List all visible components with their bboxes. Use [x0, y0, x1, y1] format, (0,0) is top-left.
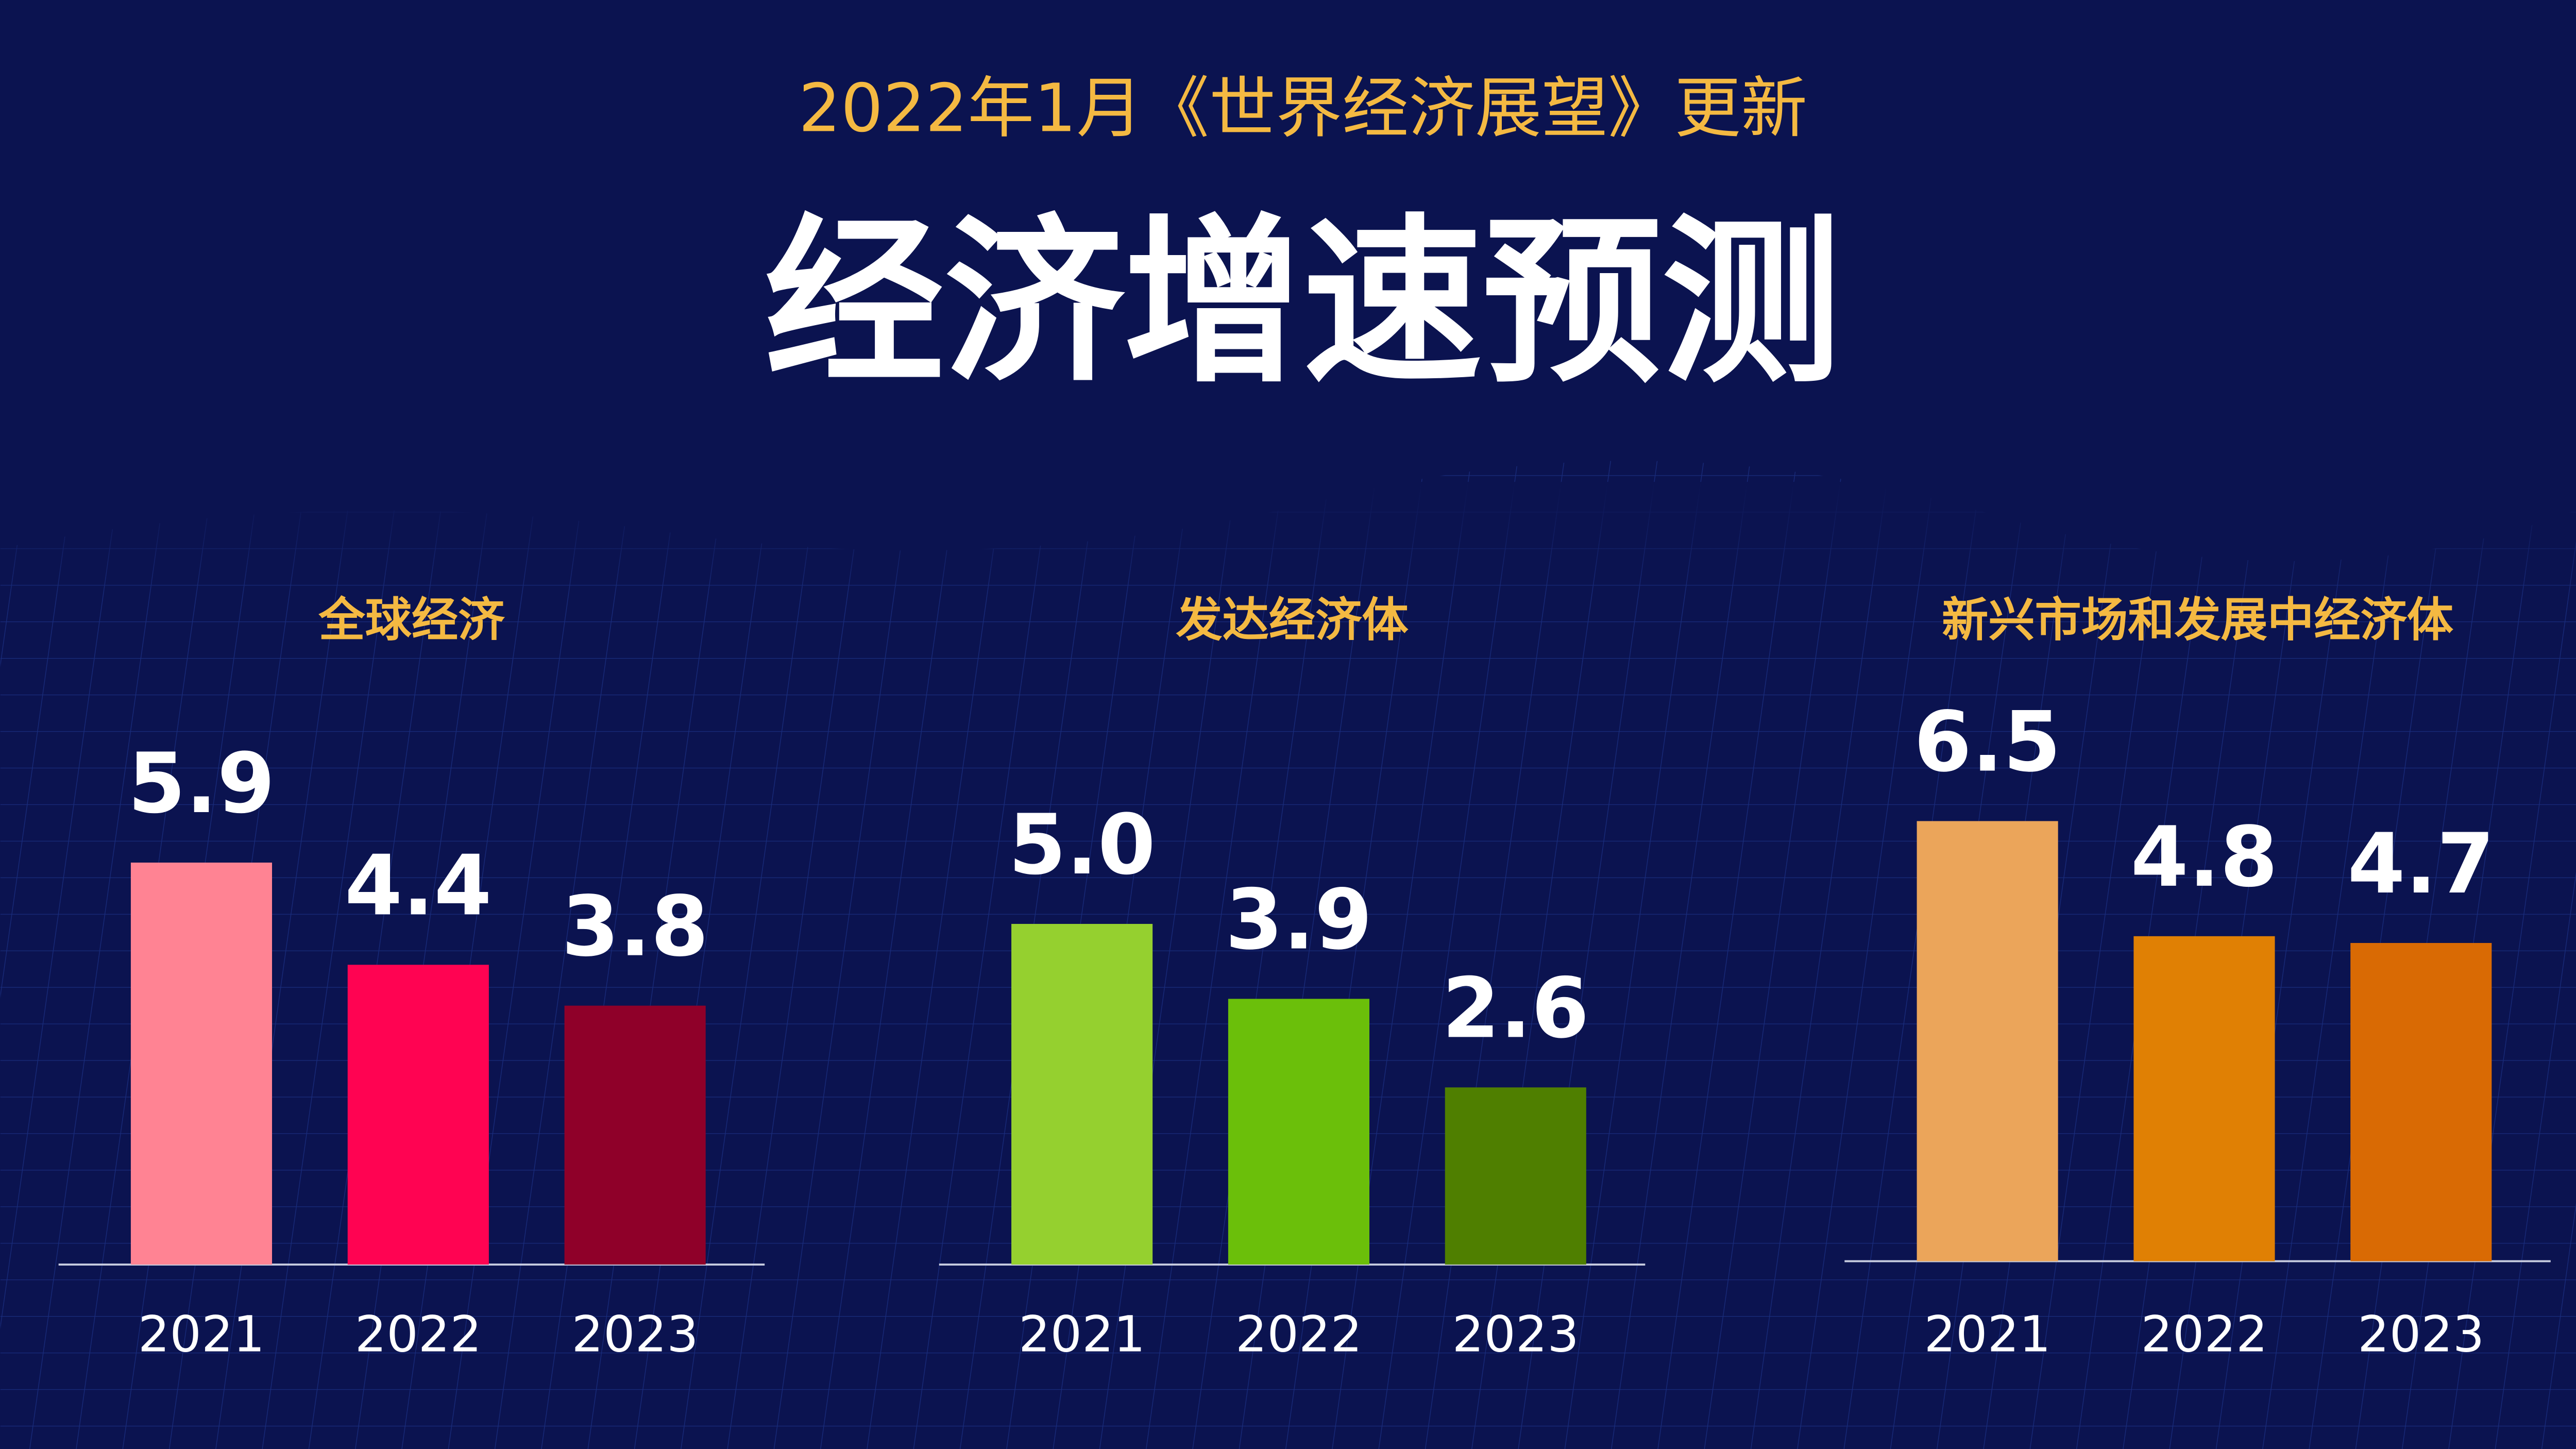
value-label: 5.0 — [1008, 797, 1156, 894]
x-tick-label: 2023 — [1452, 1305, 1579, 1363]
x-tick-label: 2021 — [138, 1305, 265, 1363]
value-label: 3.8 — [562, 879, 709, 975]
x-tick-label: 2022 — [355, 1305, 482, 1363]
x-tick-label: 2022 — [1235, 1305, 1362, 1363]
subtitle: 2022年1月《世界经济展望》更新 — [799, 70, 1807, 147]
x-tick-label: 2021 — [1019, 1305, 1145, 1363]
bar — [1917, 821, 2058, 1261]
bar — [2133, 936, 2275, 1261]
bar — [130, 862, 273, 1265]
bar — [2350, 942, 2492, 1261]
bar — [1011, 923, 1153, 1265]
value-label: 4.4 — [345, 837, 492, 934]
charts: 全球经济 5.9 2021 4.4 2022 3.8 2023 发达经济体 5.0 2021 3.9… — [58, 593, 2551, 1363]
chart-title: 全球经济 — [318, 593, 505, 647]
bar — [347, 965, 489, 1265]
bar — [1228, 999, 1369, 1265]
title: 经济增速预测 — [765, 199, 1841, 408]
x-tick-label: 2022 — [2141, 1305, 2267, 1363]
chart-title: 新兴市场和发展中经济体 — [1942, 593, 2454, 647]
bar — [1445, 1087, 1586, 1265]
x-tick-label: 2021 — [1924, 1305, 2051, 1363]
value-label: 2.6 — [1442, 960, 1589, 1057]
value-label: 4.7 — [2347, 816, 2495, 913]
value-label: 5.9 — [128, 735, 275, 832]
x-tick-label: 2023 — [572, 1305, 699, 1363]
chart-title: 发达经济体 — [1176, 593, 1409, 647]
value-label: 3.9 — [1225, 871, 1372, 968]
value-label: 6.5 — [1914, 694, 2061, 790]
value-label: 4.8 — [2131, 809, 2278, 906]
x-tick-label: 2023 — [2358, 1305, 2484, 1363]
bar — [564, 1005, 706, 1265]
